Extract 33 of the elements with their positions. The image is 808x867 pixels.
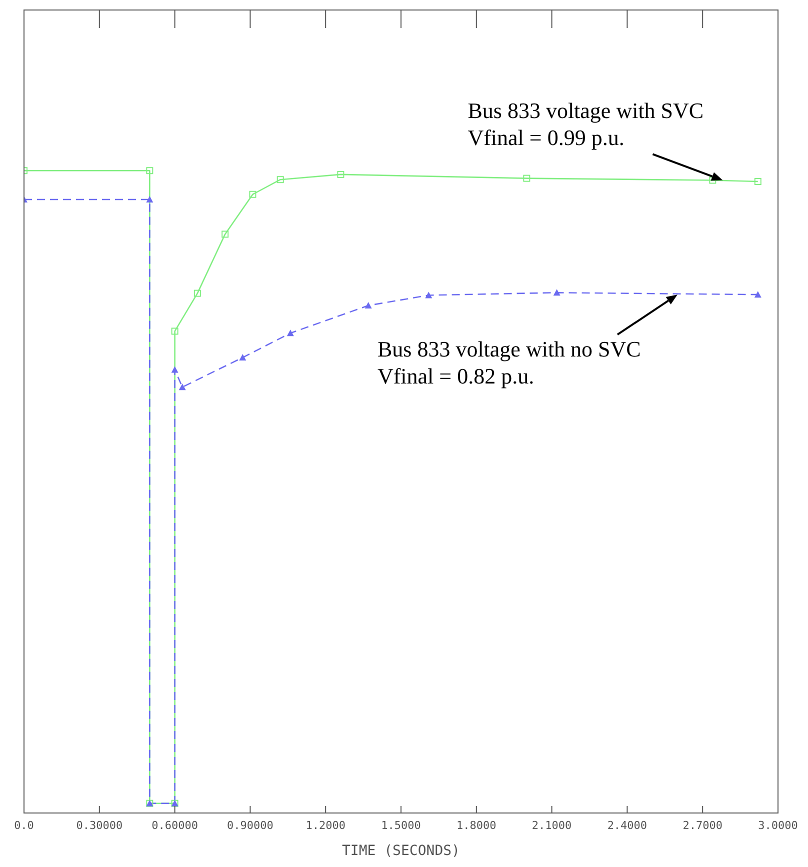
point: [553, 289, 560, 296]
point: [171, 328, 178, 335]
x-tick-label: 0.30000: [76, 819, 123, 832]
x-tick-label: 1.2000: [306, 819, 346, 832]
point: [171, 366, 178, 373]
point: [523, 174, 530, 182]
point: [364, 302, 372, 309]
x-tick-label: 2.7000: [682, 819, 722, 832]
x-tick-label: 2.1000: [532, 819, 572, 832]
x-tick-label: 3.0000: [758, 819, 798, 832]
point: [222, 230, 229, 238]
x-tick-label: 2.4000: [607, 819, 648, 832]
x-tick-label: 0.0: [14, 819, 34, 832]
annotation: Bus 833 voltage with no SVC Vfinal = 0.82 p.u.: [377, 336, 641, 389]
point: [194, 290, 201, 297]
point: [276, 176, 284, 184]
x-tick-label: 0.60000: [152, 819, 198, 832]
point: [754, 178, 762, 186]
point: [146, 196, 154, 203]
point: [754, 291, 762, 298]
x-tick-label: 0.90000: [227, 819, 274, 832]
x-tick-label: 1.8000: [456, 819, 496, 832]
point: [178, 384, 186, 390]
annotation: Bus 833 voltage with SVC Vfinal = 0.99 p.u.: [468, 98, 704, 150]
point: [337, 170, 344, 178]
point: [709, 176, 716, 184]
point: [425, 292, 432, 298]
point: [146, 167, 154, 174]
x-axis-title: TIME (SECONDS): [342, 843, 460, 859]
point: [239, 354, 246, 361]
point: [249, 190, 256, 198]
point: [286, 330, 294, 336]
x-tick-label: 1.5000: [381, 819, 421, 832]
